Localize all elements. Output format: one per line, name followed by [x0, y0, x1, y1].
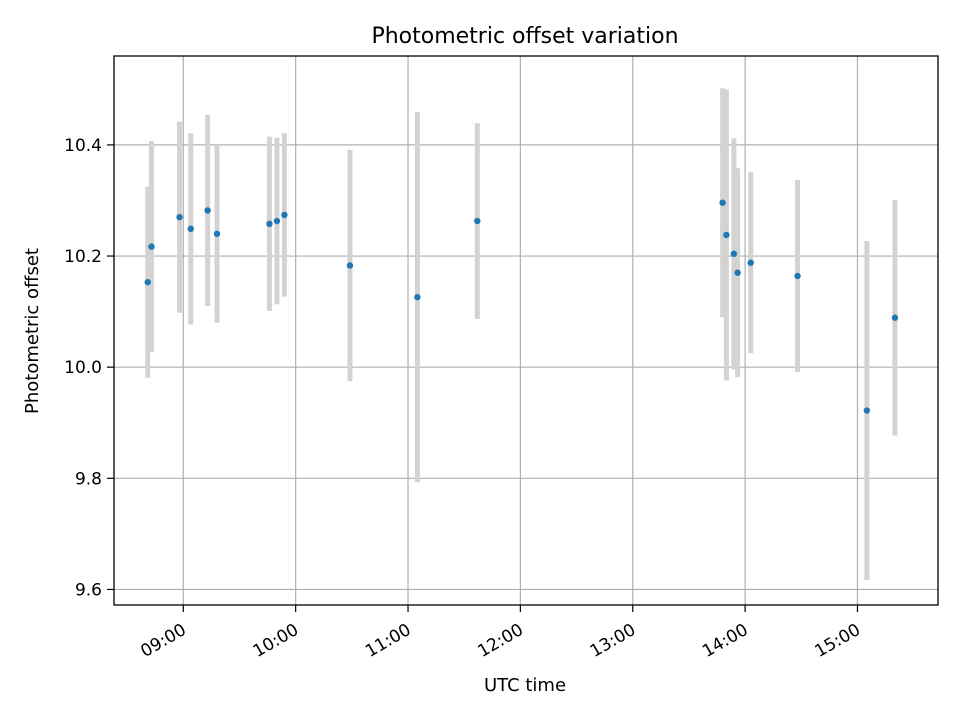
data-point — [719, 199, 726, 206]
plot-frame — [113, 55, 939, 606]
data-point — [273, 217, 281, 225]
data-point — [414, 293, 421, 301]
y-tick-label: 10.0 — [64, 358, 102, 378]
x-axis-label: UTC time — [484, 675, 566, 696]
y-tick-label: 10.2 — [64, 247, 102, 267]
grid — [114, 56, 938, 605]
data-points — [144, 199, 899, 414]
data-point — [144, 278, 151, 286]
data-point — [187, 225, 194, 233]
data-point — [474, 217, 481, 225]
data-point — [734, 269, 741, 276]
data-point — [213, 230, 221, 238]
data-point — [730, 250, 738, 258]
data-point — [863, 407, 871, 414]
y-tick-label: 10.4 — [64, 136, 102, 156]
data-point — [891, 314, 899, 321]
data-point — [346, 262, 354, 269]
chart-title: Photometric offset variation — [371, 24, 678, 49]
y-tick-label: 9.6 — [75, 580, 102, 600]
y-tick-label: 9.8 — [75, 469, 102, 489]
data-point — [204, 207, 211, 214]
y-ticks: 9.6 9.8 10.0 10.2 10.4 — [64, 136, 114, 600]
data-point — [266, 220, 273, 228]
data-point — [281, 211, 288, 219]
data-point — [723, 231, 730, 239]
data-point — [176, 213, 183, 221]
data-point — [794, 272, 801, 280]
data-point — [148, 243, 155, 250]
data-point — [747, 259, 754, 266]
y-axis-label: Photometric offset — [22, 248, 43, 414]
